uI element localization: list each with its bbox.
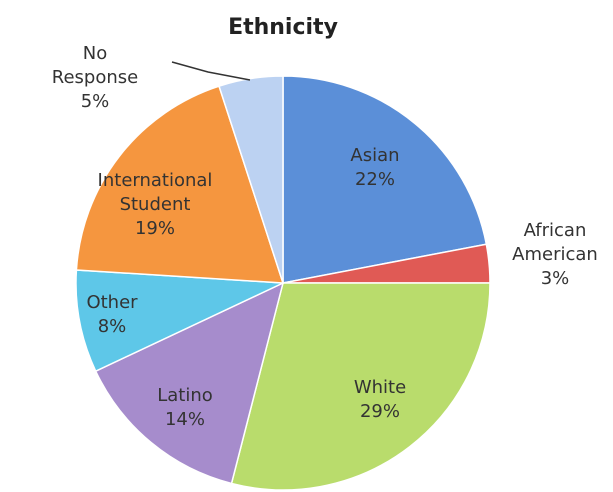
- slice-value-label: 19%: [135, 218, 175, 239]
- pie-slice: [218, 75, 284, 284]
- pie-slice: [282, 75, 488, 284]
- slice-value-label: 29%: [360, 401, 400, 422]
- chart-title: Ethnicity: [228, 15, 338, 40]
- slice-value-label: 14%: [165, 409, 205, 430]
- slice-label: Asian: [350, 145, 399, 166]
- pie-slice: [94, 281, 285, 485]
- slice-value-label: 8%: [98, 316, 127, 337]
- slice-label: Latino: [157, 385, 213, 406]
- slice-label: Other: [86, 292, 138, 313]
- slice-value-label: 22%: [355, 169, 395, 190]
- slice-label: African American: [512, 220, 598, 265]
- slice-label: White: [354, 377, 406, 398]
- pie-slice: [230, 282, 491, 491]
- slice-value-label: 5%: [81, 91, 110, 112]
- pie-slice: [75, 85, 285, 284]
- pie-slice: [75, 269, 284, 373]
- leader-line: [171, 61, 251, 81]
- slice-value-label: 3%: [541, 268, 570, 289]
- slice-label: International Student: [98, 170, 213, 215]
- slice-label: No Response: [52, 43, 138, 88]
